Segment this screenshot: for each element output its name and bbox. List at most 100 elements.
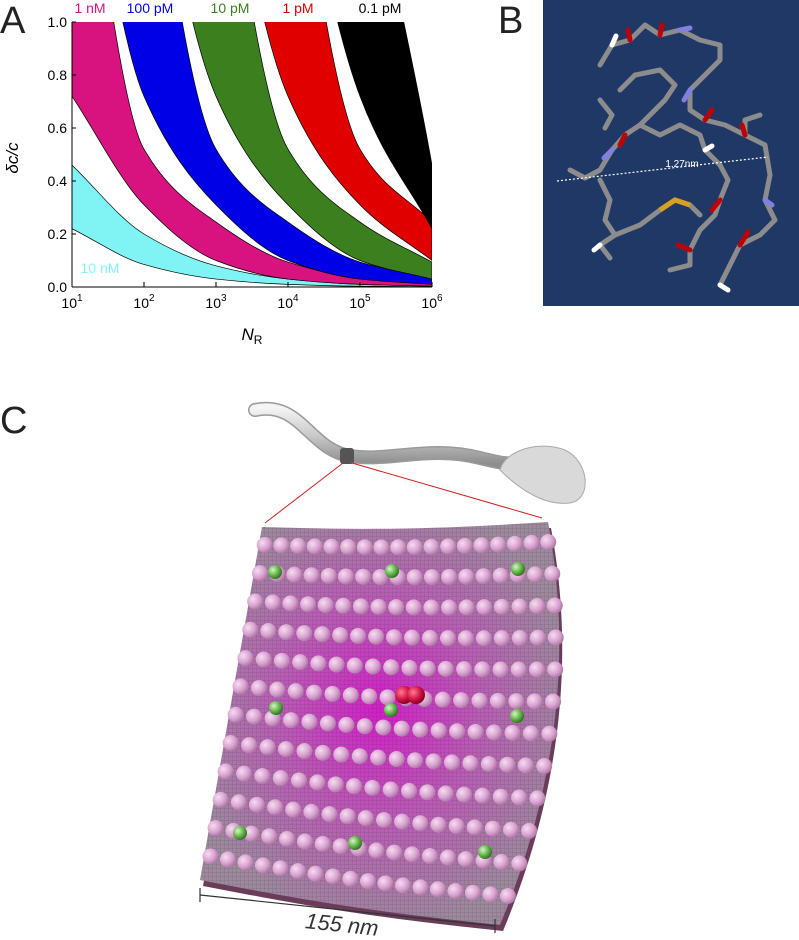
lipid-sphere <box>335 597 352 614</box>
band-label: 100 pM <box>127 0 174 16</box>
tick-exponent: 4 <box>293 293 299 304</box>
lipid-sphere <box>260 622 277 639</box>
lipid-sphere <box>473 537 490 554</box>
lipid-sphere <box>300 596 317 613</box>
lipid-sphere <box>493 854 510 871</box>
lipid-sphere <box>390 539 407 556</box>
lipid-sphere <box>492 788 509 805</box>
band-label: 0.1 pM <box>359 0 402 16</box>
lipid-sphere <box>547 661 564 678</box>
lipid-sphere <box>437 660 454 677</box>
lipid-sphere <box>355 568 372 585</box>
lipid-sphere <box>286 566 303 583</box>
lipid-sphere <box>352 598 369 615</box>
lipid-sphere <box>434 691 451 708</box>
lipid-sphere <box>309 774 326 791</box>
lipid-sphere <box>370 598 387 615</box>
lipid-sphere <box>404 629 421 646</box>
lipid-sphere <box>521 822 538 839</box>
lipid-sphere <box>407 752 424 769</box>
lipid-sphere <box>441 599 458 616</box>
lipid-sphere <box>368 628 385 645</box>
lipid-sphere <box>388 599 405 616</box>
band-label: 10 nM <box>81 260 120 276</box>
lipid-sphere <box>393 720 410 737</box>
lipid-sphere <box>256 536 273 553</box>
lipid-sphere <box>406 539 423 556</box>
lipid-sphere <box>475 630 492 647</box>
zoom-line <box>264 462 344 524</box>
lipid-sphere <box>430 722 447 739</box>
lipid-sphere <box>467 723 484 740</box>
molecule-panel: 1.27nm <box>543 0 799 306</box>
lipid-sphere <box>489 692 506 709</box>
lipid-sphere <box>404 846 421 863</box>
lipid-sphere <box>546 597 563 614</box>
lipid-sphere <box>246 708 263 725</box>
lipid-sphere <box>327 776 344 793</box>
plot-area <box>72 22 432 287</box>
tick-base: 10 <box>349 295 365 311</box>
y-tick-label: 0.4 <box>48 173 68 189</box>
lipid-sphere <box>527 566 544 583</box>
lipid-sphere <box>492 567 509 584</box>
lipid-sphere <box>303 803 320 820</box>
lipid-sphere <box>536 758 553 775</box>
band <box>192 22 432 280</box>
lipid-sphere <box>264 594 281 611</box>
lipid-sphere <box>508 693 525 710</box>
lipid-sphere <box>474 661 491 678</box>
lipid-sphere <box>386 629 403 646</box>
lipid-sphere <box>306 684 323 701</box>
tick-base: 10 <box>277 295 293 311</box>
lipid-sphere <box>386 844 403 861</box>
lipid-sphere <box>235 765 252 782</box>
lipid-sphere <box>251 565 268 582</box>
lipid-sphere <box>423 569 440 586</box>
tick-exponent: 2 <box>149 293 155 304</box>
lipid-sphere <box>529 790 546 807</box>
lipid-sphere <box>332 627 349 644</box>
lipid-sphere <box>372 569 389 586</box>
lipid-sphere <box>285 801 302 818</box>
lipid-sphere <box>388 751 405 768</box>
lipid-sphere <box>247 593 264 610</box>
atoms <box>591 22 775 293</box>
lipid-sphere <box>528 661 545 678</box>
lipid-sphere <box>278 624 295 641</box>
lipid-sphere <box>296 743 313 760</box>
lipid-sphere <box>243 825 260 842</box>
lipid-sphere <box>440 538 457 555</box>
lipid-sphere <box>272 860 289 877</box>
band-label: 1 pM <box>282 0 313 16</box>
receptor-sphere <box>348 836 362 850</box>
lipid-sphere <box>382 781 399 798</box>
lipid-sphere <box>480 755 497 772</box>
lipid-sphere <box>406 569 423 586</box>
panel-label: A <box>0 0 26 42</box>
lipid-sphere <box>443 754 460 771</box>
lipid-sphere <box>337 568 354 585</box>
band <box>122 22 432 285</box>
lipid-sphere <box>412 815 429 832</box>
lipid-sphere <box>232 678 249 695</box>
lipid-sphere <box>370 749 387 766</box>
lipid-sphere <box>333 746 350 763</box>
lipid-sphere <box>511 629 528 646</box>
lipid-sphere <box>456 661 473 678</box>
lipid-sphere <box>342 870 359 887</box>
lipid-sphere <box>351 748 368 765</box>
lipid-sphere <box>340 539 357 556</box>
lipid-sphere <box>394 877 411 894</box>
y-tick-label: 0.8 <box>48 67 68 83</box>
lipid-sphere <box>377 875 394 892</box>
lipid-sphere <box>383 659 400 676</box>
lipid-sphere <box>314 744 331 761</box>
lipid-sphere <box>361 688 378 705</box>
lipid-sphere <box>269 681 286 698</box>
lipid-sphere <box>290 537 307 554</box>
lipid-sphere <box>306 538 323 555</box>
lipid-sphere <box>464 884 481 901</box>
lipid-sphere <box>261 828 278 845</box>
